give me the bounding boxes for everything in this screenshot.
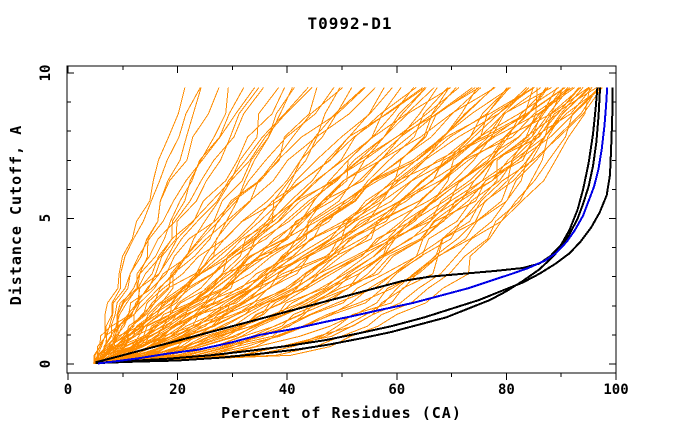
x-axis-title: Percent of Residues (CA)	[221, 404, 462, 422]
ensemble-curve	[98, 87, 452, 364]
ensemble-curve	[99, 87, 566, 364]
ensemble-curve	[99, 87, 480, 364]
plot-border	[66, 65, 617, 374]
ensemble-curve	[97, 87, 598, 364]
x-tick-label: 0	[63, 382, 73, 398]
ensemble-curve	[97, 87, 427, 364]
ensemble-curve	[100, 87, 393, 364]
ensemble-curve	[94, 87, 600, 364]
ensemble-curve	[94, 87, 511, 364]
y-axis-title-text: Distance Cutoff, A	[7, 124, 25, 306]
ensemble-curve	[100, 87, 566, 364]
ensemble-curve	[101, 87, 414, 364]
x-tick-label: 100	[603, 382, 629, 398]
reference-curve	[95, 87, 614, 364]
ensemble-curve	[92, 87, 260, 364]
x-tick-label: 20	[169, 382, 187, 398]
x-tick-label: 40	[278, 382, 296, 398]
x-tick-label: 80	[497, 382, 515, 398]
y-tick-label: 0	[38, 359, 54, 369]
ensemble-curve	[100, 87, 558, 364]
x-tick-label: 60	[388, 382, 406, 398]
ensemble-curve	[100, 87, 538, 364]
ensemble-curve	[96, 87, 559, 364]
ensemble-curve	[94, 87, 573, 364]
ensemble-curve	[95, 87, 309, 364]
ensemble-curve	[94, 87, 576, 364]
reference-curve	[95, 87, 599, 364]
ensemble-curve	[94, 87, 460, 364]
ensemble-curve	[93, 87, 599, 364]
ensemble-curve	[99, 87, 426, 364]
y-tick-label: 10	[38, 64, 54, 82]
ensemble-curve	[96, 87, 220, 364]
ensemble-curve	[95, 87, 534, 364]
ensemble-curve	[94, 87, 589, 364]
ensemble-curve	[96, 87, 603, 364]
ensemble-curve	[99, 87, 264, 364]
ensemble-curve	[98, 87, 593, 364]
ensemble-curve	[98, 87, 476, 364]
plot-title: T0992-D1	[307, 14, 393, 33]
ensemble-curve	[94, 87, 534, 364]
ensemble-curve	[93, 87, 313, 364]
ensemble-curve	[93, 87, 335, 364]
ensemble-curve	[93, 87, 341, 364]
ensemble-curve	[95, 87, 580, 364]
ensemble-curve	[99, 87, 542, 364]
ensemble-curve	[96, 87, 376, 364]
ensemble-curve	[101, 87, 569, 364]
ensemble-curve	[95, 87, 591, 364]
highlight-curve	[97, 87, 609, 365]
ensemble-curve	[94, 87, 495, 364]
ensemble-curve	[95, 87, 511, 364]
ensemble-curve	[93, 87, 549, 364]
reference-curve	[95, 87, 602, 365]
ensemble-curve	[95, 87, 602, 364]
ensemble-curve	[98, 87, 435, 364]
ensemble-curve	[94, 87, 280, 364]
ensemble-curve	[97, 87, 602, 364]
ensemble-curve	[98, 87, 591, 364]
ensemble-curve	[94, 87, 256, 364]
y-tick-label: 5	[38, 214, 54, 223]
